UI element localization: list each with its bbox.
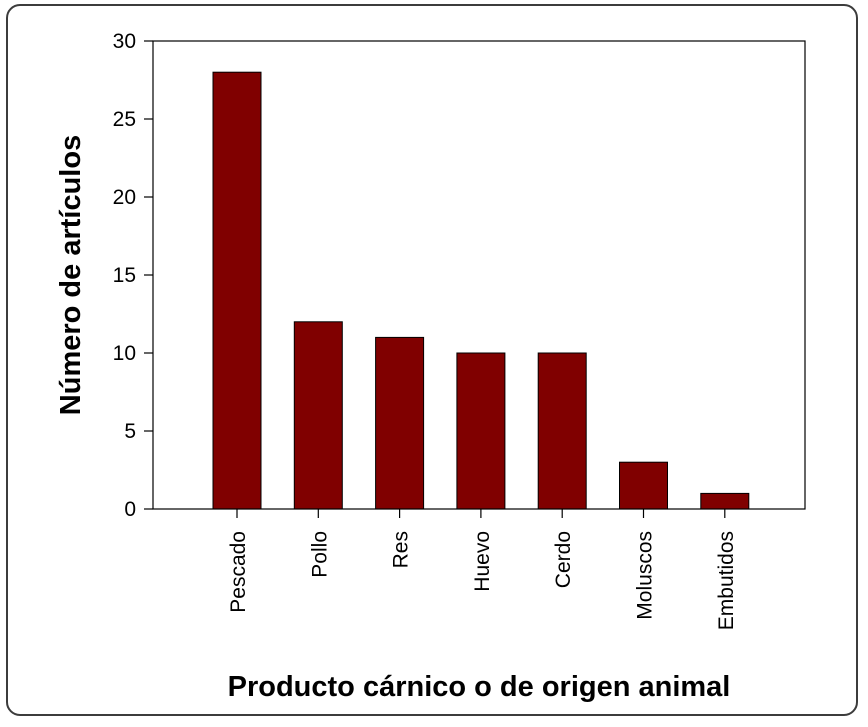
- bar-pollo: [293, 321, 343, 510]
- y-axis: 0 5 10 15 20 25 30: [113, 30, 153, 521]
- bar-res: [375, 336, 425, 510]
- bar-pescado: [212, 71, 262, 510]
- x-tick-label: Pescado: [227, 531, 250, 613]
- y-tick-label: 10: [113, 342, 136, 365]
- y-tick-label: 30: [113, 30, 136, 53]
- y-axis-title: Número de artículos: [55, 135, 87, 415]
- bar-cerdo: [537, 352, 587, 510]
- chart-frame: [6, 4, 858, 716]
- x-tick-label: Pollo: [308, 531, 331, 578]
- y-tick-label: 5: [124, 420, 136, 443]
- bar-huevo: [456, 352, 506, 510]
- x-axis: Pescado Pollo Res Huevo Cerdo Moluscos Embutid…: [227, 509, 738, 630]
- bars-group: [212, 71, 750, 510]
- y-tick-label: 20: [113, 186, 136, 209]
- x-tick-label: Huevo: [471, 531, 494, 592]
- x-tick-label: Cerdo: [552, 531, 575, 588]
- y-tick-label: 25: [113, 108, 136, 131]
- x-axis-title: Producto cárnico o de origen animal: [228, 671, 731, 703]
- y-tick-label: 15: [113, 264, 136, 287]
- x-tick-label: Embutidos: [715, 531, 738, 630]
- bar-embutidos: [700, 492, 750, 510]
- bar-moluscos: [619, 461, 668, 510]
- y-tick-label: 0: [124, 498, 136, 521]
- x-tick-label: Moluscos: [634, 531, 657, 620]
- x-tick-label: Res: [390, 531, 413, 568]
